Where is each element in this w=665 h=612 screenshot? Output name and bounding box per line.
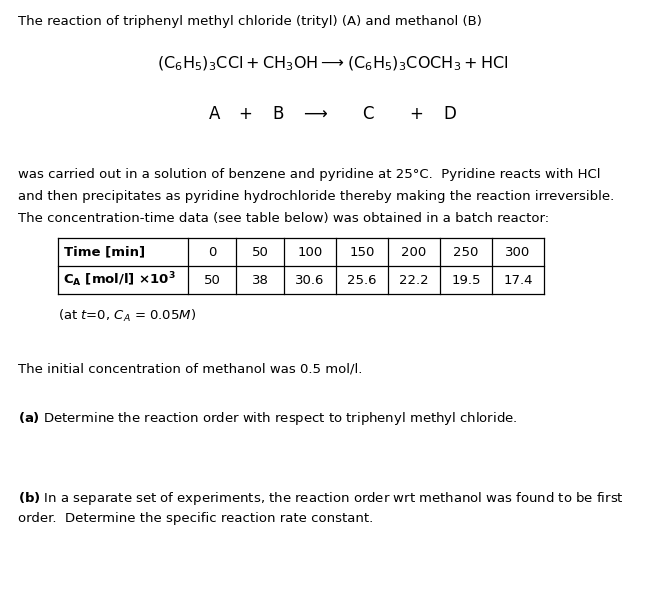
- Text: 25.6: 25.6: [347, 274, 377, 286]
- Text: 0: 0: [207, 245, 216, 258]
- Text: The concentration-time data (see table below) was obtained in a batch reactor:: The concentration-time data (see table b…: [18, 212, 549, 225]
- Text: (at $t$=0, $C_A$ = $\mathit{0.05M}$): (at $t$=0, $C_A$ = $\mathit{0.05M}$): [58, 308, 196, 324]
- Text: 200: 200: [402, 245, 427, 258]
- Text: 300: 300: [505, 245, 531, 258]
- Text: was carried out in a solution of benzene and pyridine at 25°C.  Pyridine reacts : was carried out in a solution of benzene…: [18, 168, 600, 181]
- Text: $\mathbf{C_A}$ [mol/l] $\mathbf{\times 10^3}$: $\mathbf{C_A}$ [mol/l] $\mathbf{\times 1…: [63, 271, 176, 289]
- Text: 38: 38: [251, 274, 269, 286]
- Text: 250: 250: [454, 245, 479, 258]
- Text: 50: 50: [203, 274, 220, 286]
- Text: 150: 150: [349, 245, 374, 258]
- Text: 17.4: 17.4: [503, 274, 533, 286]
- Text: 19.5: 19.5: [452, 274, 481, 286]
- Text: The reaction of triphenyl methyl chloride (trityl) (A) and methanol (B): The reaction of triphenyl methyl chlorid…: [18, 15, 482, 28]
- Text: Time [min]: Time [min]: [64, 245, 145, 258]
- Text: $\mathbf{(b)}$ In a separate set of experiments, the reaction order wrt methanol: $\mathbf{(b)}$ In a separate set of expe…: [18, 490, 624, 507]
- Text: $(\mathrm{C_6H_5})_3\mathrm{CCl} + \mathrm{CH_3OH} \longrightarrow (\mathrm{C_6H: $(\mathrm{C_6H_5})_3\mathrm{CCl} + \math…: [157, 55, 508, 73]
- Text: 30.6: 30.6: [295, 274, 325, 286]
- Text: 50: 50: [251, 245, 269, 258]
- Text: The initial concentration of methanol was 0.5 mol/l.: The initial concentration of methanol wa…: [18, 362, 362, 375]
- Text: $\mathbf{(a)}$ Determine the reaction order with respect to triphenyl methyl chl: $\mathbf{(a)}$ Determine the reaction or…: [18, 410, 517, 427]
- Text: 100: 100: [297, 245, 323, 258]
- Text: order.  Determine the specific reaction rate constant.: order. Determine the specific reaction r…: [18, 512, 373, 525]
- Text: and then precipitates as pyridine hydrochloride thereby making the reaction irre: and then precipitates as pyridine hydroc…: [18, 190, 614, 203]
- Text: 22.2: 22.2: [399, 274, 429, 286]
- Text: $\mathrm{A} \quad + \quad \mathrm{B} \quad \longrightarrow \qquad \mathrm{C} \qq: $\mathrm{A} \quad + \quad \mathrm{B} \qu…: [208, 105, 457, 123]
